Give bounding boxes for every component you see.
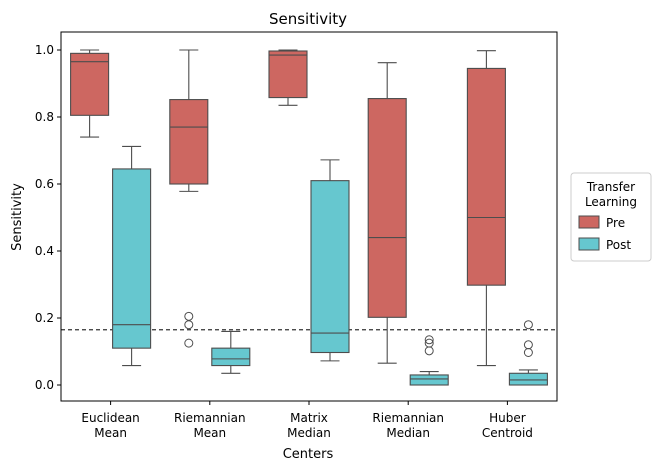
x-tick-label: Huber Centroid xyxy=(482,411,533,440)
outlier-point xyxy=(523,320,533,330)
chart-title: Sensitivity xyxy=(269,10,347,28)
x-tick-label: Matrix Median xyxy=(287,411,331,440)
legend-label-post: Post xyxy=(606,238,631,252)
box-body xyxy=(70,52,110,116)
outlier-point xyxy=(184,320,194,330)
y-tick-label: 0.0 xyxy=(35,378,54,392)
box-pre-3 xyxy=(268,49,308,106)
x-tick-label-line: Median xyxy=(386,426,430,440)
box-post-4 xyxy=(409,335,449,386)
outlier-point xyxy=(424,335,434,345)
x-tick-label-line: Median xyxy=(287,426,331,440)
y-tick-label: 0.8 xyxy=(35,110,54,124)
x-tick-label-line: Riemannian xyxy=(372,411,444,425)
legend-label-pre: Pre xyxy=(606,216,625,230)
y-axis: 0.0 0.2 0.4 0.6 0.8 1.0 xyxy=(35,43,61,392)
x-tick-label-line: Euclidean xyxy=(81,411,139,425)
x-tick-label: Riemannian Mean xyxy=(174,411,246,440)
y-tick-label: 1.0 xyxy=(35,43,54,57)
x-tick-label-line: Mean xyxy=(94,426,127,440)
box-pre-1 xyxy=(70,49,110,138)
x-tick-label-line: Centroid xyxy=(482,426,533,440)
box-pre-2 xyxy=(169,49,209,348)
legend-swatch-pre xyxy=(578,215,600,229)
box-pre-5 xyxy=(466,50,506,367)
legend-title: Transfer xyxy=(586,180,635,194)
box-body xyxy=(268,50,308,99)
box-body xyxy=(310,180,350,354)
x-tick-label: Riemannian Median xyxy=(372,411,444,440)
plot-area xyxy=(61,49,557,386)
x-axis-label: Centers xyxy=(283,447,334,462)
y-tick-label: 0.6 xyxy=(35,177,54,191)
box-body xyxy=(169,99,209,185)
box-pre-4 xyxy=(367,62,407,364)
y-axis-label: Sensitivity xyxy=(10,183,25,251)
x-tick-label-line: Riemannian xyxy=(174,411,246,425)
outlier-point xyxy=(424,346,434,356)
y-tick-label: 0.2 xyxy=(35,311,54,325)
outlier-point xyxy=(184,311,194,321)
box-body xyxy=(409,374,449,386)
outlier-point xyxy=(523,348,533,358)
box-body xyxy=(466,67,506,286)
box-post-1 xyxy=(112,145,152,367)
x-tick-label-line: Huber xyxy=(489,411,526,425)
box-body xyxy=(508,372,548,386)
box-body xyxy=(112,168,152,349)
y-tick-label: 0.4 xyxy=(35,244,54,258)
box-body xyxy=(211,347,251,367)
legend-swatch-post xyxy=(578,237,600,251)
box-post-3 xyxy=(310,159,350,362)
legend-title: Learning xyxy=(585,195,637,209)
outlier-point xyxy=(523,340,533,350)
outlier-point xyxy=(184,338,194,348)
x-tick-label-line: Matrix xyxy=(290,411,328,425)
x-tick-label-line: Mean xyxy=(193,426,226,440)
box-post-2 xyxy=(211,330,251,374)
x-tick-label: Euclidean Mean xyxy=(81,411,139,440)
box-post-5 xyxy=(508,320,548,386)
box-body xyxy=(367,98,407,318)
